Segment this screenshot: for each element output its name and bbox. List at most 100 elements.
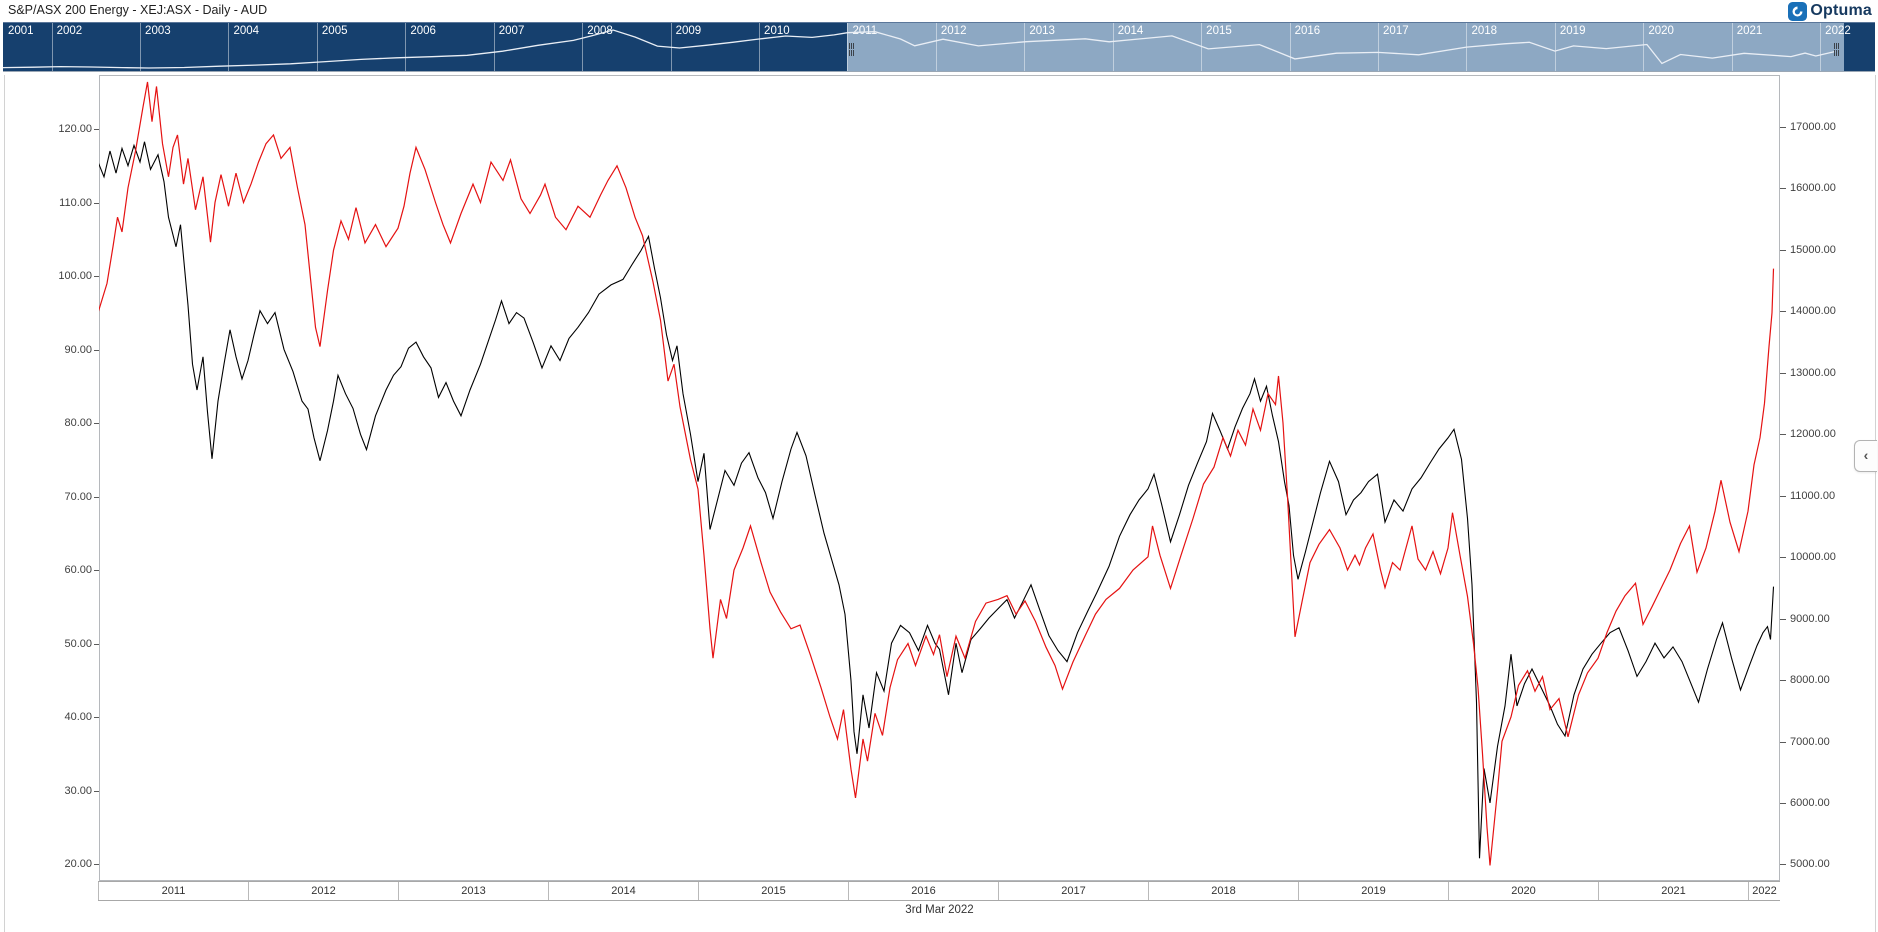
right-axis-tick-label: 9000.00	[1790, 612, 1830, 625]
navigator-year-separator	[1820, 23, 1822, 71]
navigator-right-handle[interactable]	[1834, 43, 1843, 59]
right-axis-tick-label: 13000.00	[1790, 366, 1836, 379]
navigator-year-label: 2016	[1294, 25, 1321, 37]
x-axis-year-band: 2011 2012 2013 2014 2015 2016 2017 2018 2019 2020…	[98, 881, 1780, 901]
x-axis-year-label: 2017	[998, 882, 1148, 900]
x-axis-year-label: 2016	[848, 882, 998, 900]
navigator-window[interactable]	[847, 23, 1845, 71]
navigator-year-separator	[582, 23, 584, 71]
right-axis-tick-label: 7000.00	[1790, 735, 1830, 748]
navigator-year-separator	[1731, 23, 1733, 71]
right-axis-tick-label: 11000.00	[1790, 489, 1836, 502]
navigator-year-label: 2005	[321, 25, 348, 37]
navigator-year-label: 2007	[498, 25, 525, 37]
optuma-logo-icon	[1788, 1, 1808, 21]
x-axis-year-label: 2013	[398, 882, 548, 900]
navigator-year-label: 2011	[852, 25, 878, 37]
right-axis-tick	[1780, 680, 1786, 682]
navigator-year-label: 2018	[1471, 25, 1498, 37]
left-panel-border	[4, 75, 5, 932]
left-axis-tick	[94, 790, 99, 792]
range-navigator[interactable]: 2001 2002 2003 2004 2005 2006 2007 2008 2009 2010…	[3, 22, 1875, 72]
right-axis-tick-label: 5000.00	[1790, 858, 1830, 871]
navigator-year-label: 2020	[1648, 25, 1674, 37]
navigator-year-separator	[1554, 23, 1556, 71]
left-axis-tick-label: 120.00	[58, 123, 92, 135]
navigator-year-separator	[1643, 23, 1645, 71]
navigator-year-separator	[228, 23, 230, 71]
navigator-year-label: 2019	[1559, 25, 1586, 37]
navigator-year-separator	[935, 23, 937, 71]
navigator-history-line	[3, 29, 1836, 69]
navigator-year-separator	[759, 23, 761, 71]
left-axis-tick-label: 60.00	[64, 564, 92, 576]
right-axis-tick	[1780, 557, 1786, 559]
right-axis-tick-label: 8000.00	[1790, 674, 1830, 687]
chevron-left-icon: ‹	[1863, 447, 1869, 463]
left-axis-tick	[94, 129, 99, 130]
right-axis-tick	[1780, 864, 1786, 866]
navigator-year-label: 2004	[233, 25, 260, 37]
left-axis-tick-label: 110.00	[59, 196, 92, 209]
left-axis-tick-label: 80.00	[64, 417, 92, 429]
right-axis-tick	[1780, 618, 1786, 620]
left-axis-tick	[94, 864, 99, 865]
left-axis-tick	[94, 570, 99, 571]
navigator-year-label: 2012	[940, 25, 967, 37]
optuma-logo-text: Optuma	[1810, 2, 1872, 19]
optuma-brand: Optuma	[1788, 1, 1872, 21]
navigator-year-separator	[1289, 23, 1291, 71]
right-axis-tick	[1780, 127, 1786, 128]
navigator-year-label: 2001	[8, 25, 34, 37]
navigator-left-handle[interactable]	[849, 43, 858, 59]
navigator-year-separator	[1024, 23, 1026, 71]
right-axis-tick-label: 17000.00	[1790, 121, 1836, 133]
right-axis-tick-label: 16000.00	[1790, 182, 1836, 195]
right-axis-tick	[1780, 188, 1786, 190]
left-axis-tick-label: 70.00	[64, 490, 92, 503]
right-axis-tick	[1780, 372, 1786, 374]
navigator-year-separator	[316, 23, 318, 71]
chart-title: S&P/ASX 200 Energy - XEJ:ASX - Daily - A…	[8, 3, 268, 17]
right-axis-tick	[1780, 495, 1786, 497]
right-axis-tick	[1780, 434, 1786, 436]
right-axis-tick-label: 6000.00	[1790, 796, 1830, 809]
navigator-year-label: 2014	[1117, 25, 1144, 37]
navigator-year-label: 2010	[764, 25, 790, 37]
navigator-year-label: 2009	[675, 25, 702, 37]
series-line-black	[99, 141, 1775, 859]
cursor-date-label: 3rd Mar 2022	[905, 904, 974, 916]
navigator-year-label: 2015	[1206, 25, 1232, 37]
left-axis-tick-label: 100.00	[58, 270, 92, 282]
left-axis-tick-label: 20.00	[64, 858, 92, 870]
right-axis-tick-label: 14000.00	[1790, 305, 1836, 318]
navigator-year-label: 2017	[1383, 25, 1409, 37]
navigator-year-separator	[140, 23, 142, 71]
navigator-year-separator	[405, 23, 407, 71]
left-axis-tick	[94, 717, 99, 718]
right-axis-tick	[1780, 249, 1786, 251]
x-axis-year-label: 2015	[698, 882, 848, 900]
left-axis-tick	[94, 423, 99, 424]
navigator-year-label: 2013	[1029, 25, 1055, 37]
navigator-year-label: 2022	[1825, 25, 1851, 37]
right-panel-border	[1875, 75, 1876, 932]
navigator-year-separator	[51, 23, 53, 71]
navigator-year-label: 2006	[410, 25, 436, 37]
plot-border	[99, 75, 1780, 881]
left-axis-tick	[94, 349, 99, 351]
navigator-year-label: 2008	[587, 25, 613, 37]
left-axis-tick	[94, 643, 99, 645]
sidebar-collapse-tab[interactable]: ‹	[1854, 440, 1877, 472]
x-axis-year-label: 2021	[1598, 882, 1748, 900]
navigator-year-label: 2003	[145, 25, 171, 37]
right-axis-tick-label: 10000.00	[1790, 551, 1836, 564]
left-axis-tick-label: 30.00	[64, 784, 92, 797]
x-axis-year-label: 2018	[1148, 882, 1298, 900]
x-axis-year-label: 2020	[1448, 882, 1598, 900]
right-axis-tick	[1780, 311, 1786, 313]
navigator-year-label: 2021	[1736, 25, 1763, 37]
x-axis-year-label: 2011	[98, 882, 248, 900]
x-axis-year-label: 2019	[1298, 882, 1448, 900]
